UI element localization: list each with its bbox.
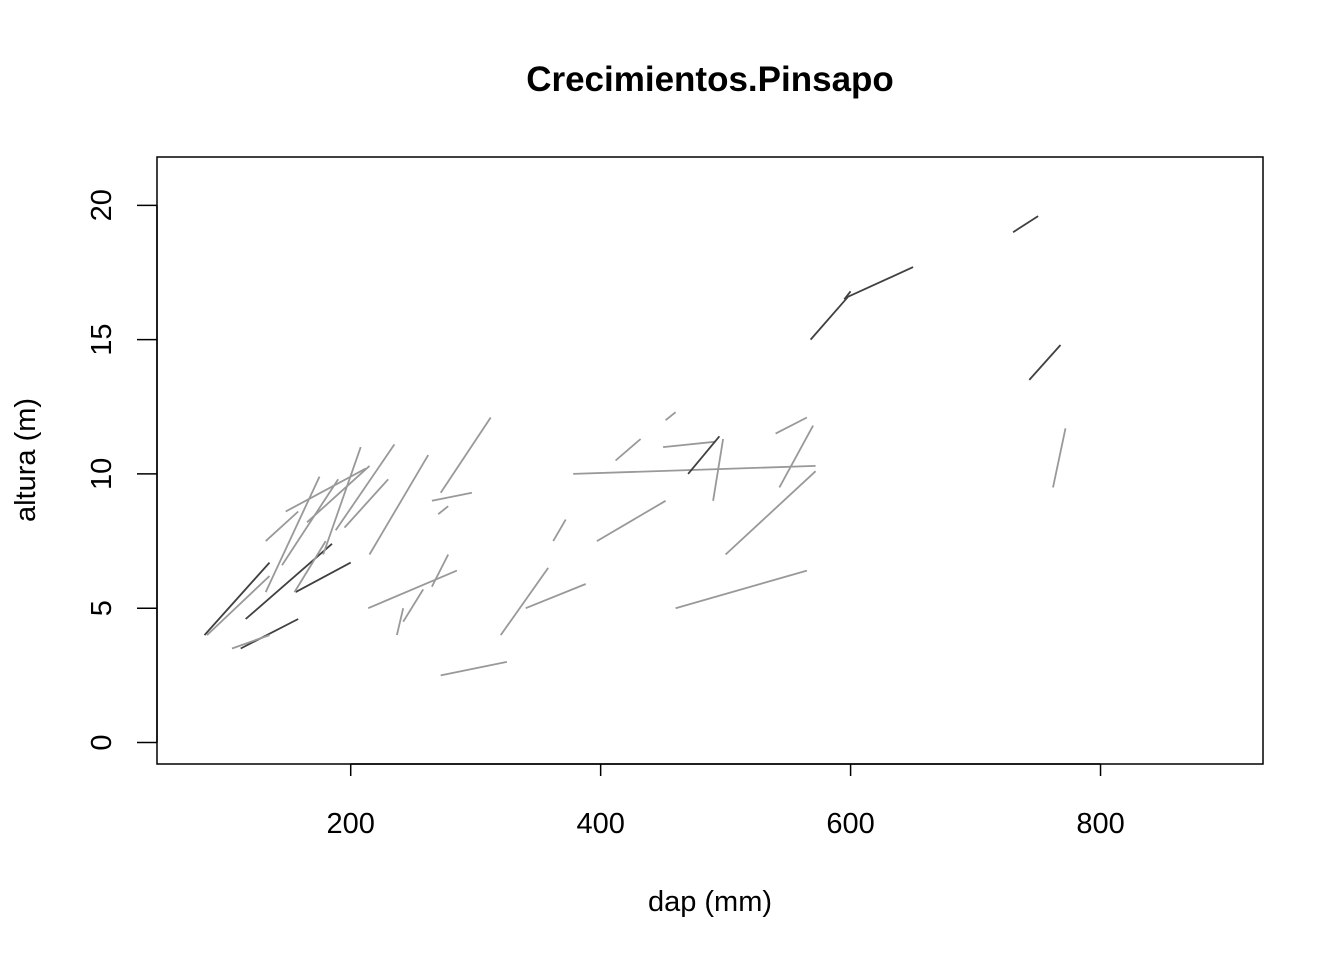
growth-segment-24	[440, 661, 508, 677]
growth-segment-2	[245, 543, 333, 620]
x-axis: 200 400 600 800	[327, 763, 1125, 840]
y-axis: 0 5 10 15 20	[86, 189, 158, 751]
growth-segment-36	[775, 416, 808, 435]
growth-segment-8	[264, 476, 321, 593]
growth-segment-22	[437, 505, 449, 515]
growth-segment-1	[203, 561, 271, 636]
growth-segment-13	[322, 446, 362, 555]
growth-segment-30	[615, 438, 642, 462]
growth-segment-3	[240, 618, 299, 650]
x-tick-label: 400	[576, 808, 624, 840]
growth-segment-16	[368, 454, 429, 555]
growth-segment-18	[396, 607, 405, 636]
growth-segment-26	[525, 583, 587, 610]
growth-segment-37	[778, 425, 814, 488]
growth-segment-19	[402, 588, 424, 623]
growth-segment-29	[596, 500, 667, 542]
x-tick-label: 800	[1076, 808, 1124, 840]
growth-segment-33	[675, 569, 808, 610]
growth-segment-6	[231, 634, 270, 650]
growth-segment-31	[663, 440, 716, 448]
growth-segment-43	[1028, 344, 1062, 381]
y-tick-label: 20	[86, 189, 118, 221]
growth-segment-14	[334, 443, 396, 531]
growth-segment-35	[724, 470, 817, 556]
growth-segment-38	[1052, 428, 1067, 488]
growth-segment-25	[499, 567, 549, 636]
growth-segment-27	[552, 519, 567, 542]
growth-segment-17	[367, 569, 458, 610]
growth-segment-41	[843, 290, 852, 300]
x-tick-label: 600	[826, 808, 874, 840]
plot-frame	[156, 156, 1264, 765]
growth-segment-11	[293, 540, 327, 593]
y-tick-label: 10	[86, 458, 118, 490]
y-tick-label: 0	[86, 734, 118, 750]
series-layer	[203, 215, 1067, 677]
growth-segment-12	[306, 465, 371, 523]
growth-segment-40	[809, 266, 914, 341]
growth-segment-23	[439, 417, 492, 494]
y-axis-label: altura (m)	[10, 398, 42, 522]
x-tick-label: 200	[327, 808, 375, 840]
growth-segment-4	[295, 561, 352, 593]
y-tick-label: 15	[86, 323, 118, 355]
growth-segment-9	[281, 478, 339, 566]
chart-title: Crecimientos.Pinsapo	[526, 60, 894, 99]
growth-segment-5	[206, 575, 271, 636]
growth-segment-7	[265, 510, 299, 542]
growth-segment-42	[1012, 215, 1039, 233]
growth-segment-28	[573, 465, 816, 475]
growth-segment-39	[687, 435, 721, 475]
growth-segment-34	[712, 438, 724, 501]
growth-segment-15	[343, 478, 389, 529]
growth-segment-21	[431, 491, 473, 502]
y-tick-label: 5	[86, 600, 118, 616]
growth-segment-20	[431, 554, 450, 588]
growth-segment-32	[665, 411, 677, 421]
growth-segment-10	[285, 467, 367, 513]
x-axis-label: dap (mm)	[648, 886, 772, 918]
